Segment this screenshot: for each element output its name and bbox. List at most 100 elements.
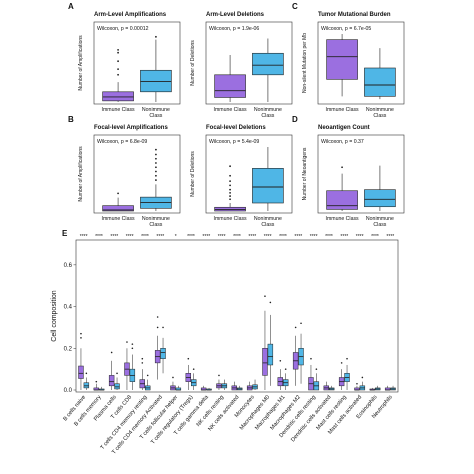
outlier-point bbox=[229, 198, 231, 201]
outlier-point bbox=[284, 368, 287, 370]
box-iqr bbox=[83, 382, 90, 389]
stat-annotation: Wilcoxon, p = 6.7e-05 bbox=[321, 26, 371, 32]
box-nonimmune-class bbox=[140, 35, 172, 102]
outlier-point bbox=[117, 51, 119, 54]
outlier-point bbox=[356, 382, 358, 385]
outlier-point bbox=[116, 372, 118, 375]
box-nonimmune-class bbox=[328, 385, 335, 391]
outlier-point bbox=[187, 357, 190, 360]
box-iqr bbox=[364, 189, 396, 208]
box-immune-class bbox=[292, 326, 299, 386]
significance-label: **** bbox=[126, 234, 134, 240]
significance-label: **** bbox=[80, 234, 88, 240]
box-immune-class bbox=[214, 54, 246, 102]
box-nonimmune-class bbox=[313, 368, 320, 391]
outlier-point bbox=[117, 73, 119, 76]
panel-arm-level-deletions: Arm-Level Deletions Wilcoxon, p = 1.9e-06… bbox=[190, 12, 293, 119]
panel-tumor-mutational-burden: C Tumor Mutational Burden Wilcoxon, p = 6.… bbox=[292, 2, 405, 119]
outlier-point bbox=[155, 162, 157, 164]
stat-annotation: Wilcoxon, p = 6.8e-09 bbox=[97, 139, 147, 145]
x-tick-label: Immune Class bbox=[214, 216, 248, 222]
box-iqr bbox=[78, 365, 84, 379]
box-immune-class bbox=[369, 387, 376, 391]
y-axis-label: Number of Amplifications bbox=[78, 35, 84, 91]
x-tick-label: Nonimmune Class bbox=[366, 107, 394, 119]
box-nonimmune-class bbox=[364, 48, 396, 100]
outlier-point bbox=[155, 148, 157, 151]
x-tick-label: Immune Class bbox=[326, 107, 360, 113]
panel-arm-level-amplifications: A Arm-Level Amplifications Wilcoxon, p = 0… bbox=[68, 2, 181, 119]
box-immune-class bbox=[231, 381, 238, 391]
significance-label: **** bbox=[340, 234, 348, 240]
box-iqr bbox=[262, 348, 268, 376]
x-tick-label: Immune Class bbox=[214, 107, 248, 113]
box-iqr bbox=[252, 168, 284, 204]
outlier-point bbox=[80, 337, 82, 339]
panel-focal-level-amplifications: B Focal-level Amplifications Wilcoxon, p =… bbox=[68, 115, 181, 228]
panel-title: Neoantigen Count bbox=[318, 125, 370, 131]
outlier-point bbox=[117, 48, 119, 51]
outlier-point bbox=[294, 326, 297, 329]
outlier-point bbox=[361, 376, 364, 379]
significance-label: **** bbox=[95, 234, 103, 240]
box-immune-class bbox=[139, 357, 146, 390]
box-nonimmune-class bbox=[140, 148, 172, 211]
box-iqr bbox=[108, 375, 115, 387]
significance-label: **** bbox=[248, 234, 256, 240]
panel-letter: A bbox=[68, 2, 74, 11]
outlier-point bbox=[155, 157, 157, 160]
outlier-point bbox=[229, 191, 231, 194]
outlier-point bbox=[229, 174, 231, 177]
outlier-point bbox=[126, 341, 128, 343]
box-immune-class bbox=[185, 357, 192, 390]
significance-label: **** bbox=[325, 234, 333, 240]
significance-label: **** bbox=[202, 234, 210, 240]
box-immune-class bbox=[102, 192, 134, 212]
significance-label: **** bbox=[279, 234, 287, 240]
box-nonimmune-class bbox=[359, 376, 366, 391]
panel-title: Arm-Level Amplifications bbox=[94, 12, 167, 18]
outlier-point bbox=[155, 179, 157, 181]
outlier-point bbox=[155, 174, 157, 177]
box-nonimmune-class bbox=[236, 385, 243, 391]
outlier-point bbox=[229, 180, 231, 183]
box-nonimmune-class bbox=[390, 385, 396, 391]
outlier-point bbox=[156, 316, 159, 318]
box-immune-class bbox=[326, 34, 358, 97]
box-immune-class bbox=[154, 316, 161, 380]
y-tick-label: 0.2 bbox=[64, 346, 73, 352]
box-iqr bbox=[160, 348, 166, 359]
box-nonimmune-class bbox=[364, 165, 396, 211]
box-immune-class bbox=[108, 351, 115, 390]
box-nonimmune-class bbox=[221, 379, 228, 390]
outlier-point bbox=[156, 326, 159, 329]
significance-label: **** bbox=[233, 234, 241, 240]
outlier-point bbox=[146, 374, 149, 377]
box-immune-class bbox=[102, 48, 134, 102]
box-nonimmune-class bbox=[282, 368, 289, 390]
panel-title: Arm-Level Deletions bbox=[206, 12, 265, 18]
outlier-point bbox=[155, 35, 157, 38]
panel-letter: B bbox=[68, 115, 74, 124]
panel-title: Focal-level Amplifications bbox=[94, 125, 168, 131]
outlier-point bbox=[229, 165, 231, 168]
x-tick-label: Nonimmune Class bbox=[254, 107, 282, 119]
y-axis-label: Number of Deletions bbox=[190, 40, 196, 86]
y-axis-label: Non-silent Mutation per Mb bbox=[302, 33, 308, 93]
y-tick-label: 0.6 bbox=[64, 263, 73, 269]
outlier-point bbox=[279, 360, 282, 362]
box-nonimmune-class bbox=[344, 357, 350, 390]
box-immune-class bbox=[323, 381, 330, 391]
panel-title: Focal-level Deletions bbox=[206, 125, 266, 131]
stat-annotation: Wilcoxon, p = 1.9e-06 bbox=[209, 26, 259, 32]
significance-label: **** bbox=[110, 234, 118, 240]
outlier-point bbox=[155, 153, 157, 156]
box-iqr bbox=[102, 91, 134, 102]
y-axis-label: Number of Amplifications bbox=[78, 146, 84, 202]
box-immune-class bbox=[78, 332, 84, 390]
significance-label: **** bbox=[310, 234, 318, 240]
x-tick-label: Immune Class bbox=[326, 216, 360, 222]
outlier-point bbox=[269, 301, 272, 304]
box-immune-class bbox=[308, 357, 314, 391]
box-nonimmune-class bbox=[374, 385, 381, 391]
